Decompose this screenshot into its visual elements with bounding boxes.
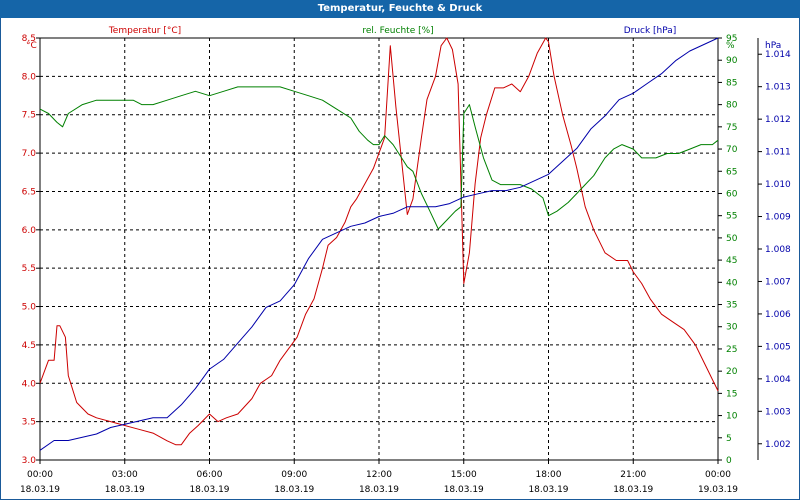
x-tick-date: 18.03.19 <box>105 485 145 495</box>
x-tick-time: 09:00 <box>281 470 307 480</box>
pressure-tick-label: 1.003 <box>765 407 791 417</box>
x-tick-date: 18.03.19 <box>20 485 60 495</box>
humidity-tick-label: 0 <box>726 456 732 466</box>
pressure-tick-label: 1.002 <box>765 440 791 450</box>
x-tick-time: 06:00 <box>197 470 223 480</box>
pressure-unit: hPa <box>765 41 781 51</box>
grid-lines <box>39 37 719 461</box>
temperature-tick-label: 4.5 <box>22 341 36 351</box>
pressure-tick-label: 1.014 <box>765 50 791 60</box>
pressure-tick-label: 1.007 <box>765 277 791 287</box>
humidity-tick-label: 25 <box>726 345 737 355</box>
humidity-tick-label: 5 <box>726 434 732 444</box>
humidity-tick-label: 55 <box>726 212 737 222</box>
temperature-unit: °C <box>26 41 37 51</box>
x-tick-time: 21:00 <box>620 470 646 480</box>
x-tick-date: 18.03.19 <box>528 485 568 495</box>
temperature-axis-label: Temperatur [°C] <box>108 26 181 36</box>
x-tick-date: 18.03.19 <box>189 485 229 495</box>
series-lines <box>39 37 719 451</box>
humidity-line <box>39 86 719 230</box>
x-tick-time: 03:00 <box>112 470 138 480</box>
humidity-axis: 0 5 10 15 20 25 30 35 40 45 50 55 60 65 70 75 80 85 90 95% <box>718 34 738 466</box>
humidity-tick-label: 80 <box>726 101 738 111</box>
x-tick-date: 18.03.19 <box>274 485 314 495</box>
humidity-axis-label: rel. Feuchte [%] <box>362 26 433 36</box>
humidity-tick-label: 50 <box>726 234 738 244</box>
temperature-tick-label: 3.0 <box>22 456 37 466</box>
temperature-tick-label: 8.0 <box>22 72 37 82</box>
time-axis: 00:00 18.03.19 03:00 18.03.19 06:00 18.03.19 0… <box>20 460 738 495</box>
pressure-line <box>39 37 719 451</box>
x-tick-date: 18.03.19 <box>359 485 399 495</box>
x-tick-time: 15:00 <box>451 470 477 480</box>
temperature-tick-label: 3.5 <box>22 418 36 428</box>
temperature-tick-label: 5.5 <box>22 264 36 274</box>
pressure-tick-label: 1.004 <box>765 375 791 385</box>
humidity-tick-label: 75 <box>726 123 737 133</box>
pressure-tick-label: 1.005 <box>765 342 791 352</box>
humidity-tick-label: 60 <box>726 189 738 199</box>
x-tick-time: 18:00 <box>536 470 562 480</box>
temperature-tick-label: 7.5 <box>22 111 36 121</box>
humidity-tick-label: 95 <box>726 34 737 44</box>
humidity-tick-label: 20 <box>726 367 738 377</box>
humidity-unit: % <box>726 41 735 51</box>
temperature-tick-label: 5.0 <box>22 303 37 313</box>
temperature-axis: 3.0 3.5 4.0 4.5 5.0 5.5 6.0 6.5 7.0 7.5 8.0 8.5°C <box>22 34 40 466</box>
temperature-tick-label: 7.0 <box>22 149 37 159</box>
humidity-tick-label: 90 <box>726 56 738 66</box>
pressure-tick-label: 1.010 <box>765 180 791 190</box>
x-tick-date: 18.03.19 <box>444 485 484 495</box>
humidity-tick-label: 40 <box>726 278 738 288</box>
axis-headers: Temperatur [°C] rel. Feuchte [%] Druck [hP… <box>108 26 676 36</box>
pressure-tick-label: 1.013 <box>765 83 791 93</box>
humidity-tick-label: 30 <box>726 323 738 333</box>
pressure-tick-label: 1.011 <box>765 148 791 158</box>
temperature-tick-label: 6.0 <box>22 226 37 236</box>
x-tick-time: 12:00 <box>366 470 392 480</box>
x-tick-time: 00:00 <box>705 470 731 480</box>
pressure-axis-label: Druck [hPa] <box>624 26 677 36</box>
x-tick-date: 18.03.19 <box>613 485 653 495</box>
humidity-tick-label: 15 <box>726 389 737 399</box>
chart-title: Temperatur, Feuchte & Druck <box>0 0 800 18</box>
pressure-tick-label: 1.008 <box>765 245 791 255</box>
temperature-tick-label: 8.5 <box>22 34 36 44</box>
humidity-tick-label: 65 <box>726 167 737 177</box>
pressure-tick-label: 1.012 <box>765 115 791 125</box>
x-tick-time: 00:00 <box>27 470 53 480</box>
pressure-tick-label: 1.009 <box>765 213 791 223</box>
humidity-tick-label: 45 <box>726 256 737 266</box>
humidity-tick-label: 85 <box>726 78 737 88</box>
humidity-tick-label: 35 <box>726 301 737 311</box>
temperature-tick-label: 4.0 <box>22 379 37 389</box>
pressure-axis: 1.002 1.003 1.004 1.005 1.006 1.007 1.008 1.009… <box>757 38 791 460</box>
x-tick-date: 19.03.19 <box>698 485 738 495</box>
humidity-tick-label: 10 <box>726 412 738 422</box>
temperature-line <box>39 37 719 446</box>
temperature-tick-label: 6.5 <box>22 187 36 197</box>
pressure-tick-label: 1.006 <box>765 310 791 320</box>
humidity-tick-label: 70 <box>726 145 738 155</box>
